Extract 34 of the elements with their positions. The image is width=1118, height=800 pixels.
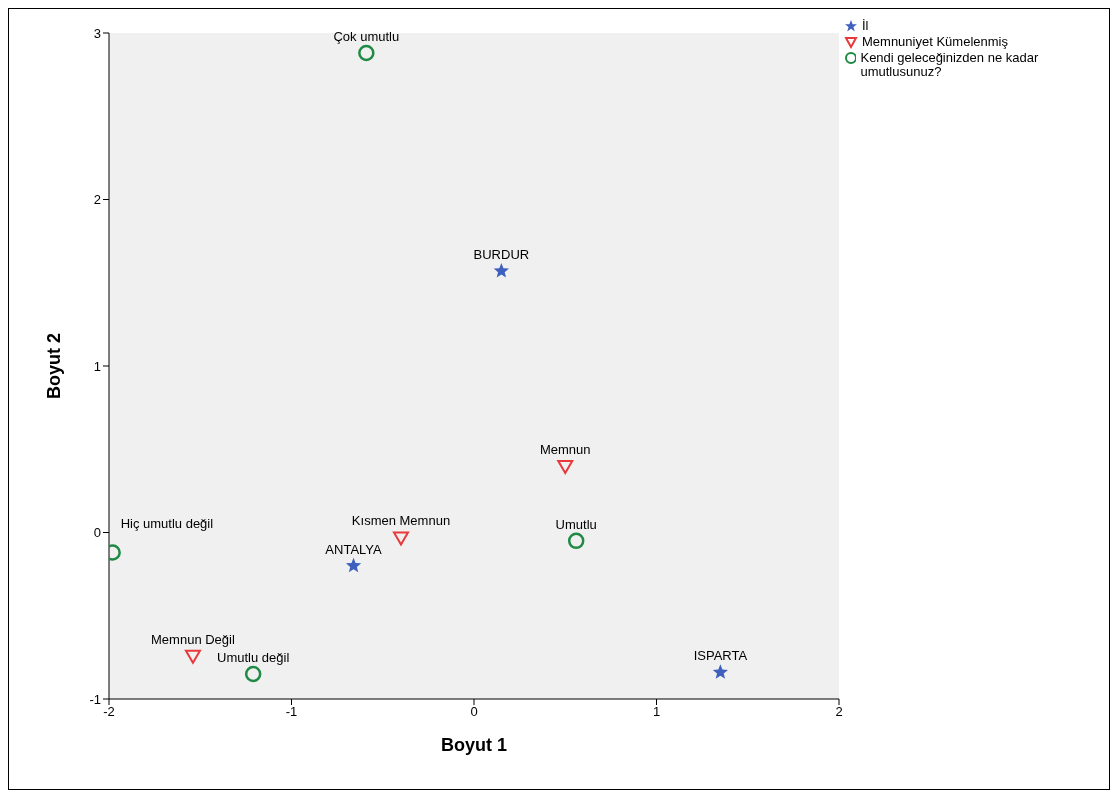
y-tick-label: 1 bbox=[93, 358, 101, 374]
x-axis-title: Boyut 1 bbox=[440, 735, 508, 755]
point bbox=[493, 263, 509, 278]
point bbox=[345, 557, 362, 573]
point bbox=[567, 532, 585, 550]
legend-label: İl bbox=[862, 18, 869, 33]
annotation: Umutlu bbox=[555, 516, 597, 532]
point bbox=[184, 649, 201, 664]
legend-label: Memnuniyet Kümelenmiş bbox=[862, 34, 1008, 49]
annotation: ISPARTA bbox=[693, 648, 748, 664]
annotation: Kısmen Memnun bbox=[351, 513, 451, 529]
y-tick-label: -1 bbox=[89, 691, 101, 707]
x-tick-label: -2 bbox=[103, 704, 115, 720]
annotation: ANTALYA bbox=[325, 541, 383, 557]
y-tick-label: 2 bbox=[93, 192, 101, 208]
x-tick-label: 1 bbox=[652, 704, 661, 720]
point bbox=[244, 665, 262, 683]
y-axis-title: Boyut 2 bbox=[44, 332, 65, 400]
x-tick-label: 2 bbox=[835, 704, 843, 720]
y-tick-label: 0 bbox=[93, 525, 101, 541]
point bbox=[393, 531, 409, 546]
legend-label: Kendi geleceğinizden ne kadar umutlusunuz? bbox=[860, 50, 1040, 79]
point bbox=[712, 664, 728, 679]
point bbox=[358, 44, 375, 62]
annotation: Çok umutlu bbox=[333, 28, 400, 44]
y-tick-label: 3 bbox=[93, 25, 101, 41]
x-tick-label: 0 bbox=[470, 704, 478, 720]
annotation: Hiç umutlu değil bbox=[120, 516, 214, 532]
x-tick-label: -1 bbox=[285, 704, 298, 720]
annotation: Memnun Değil bbox=[151, 631, 235, 647]
annotation: Umutlu değil bbox=[217, 650, 290, 666]
annotation: Memnun bbox=[539, 441, 591, 457]
annotation: BURDUR bbox=[473, 247, 530, 263]
point bbox=[557, 459, 574, 474]
